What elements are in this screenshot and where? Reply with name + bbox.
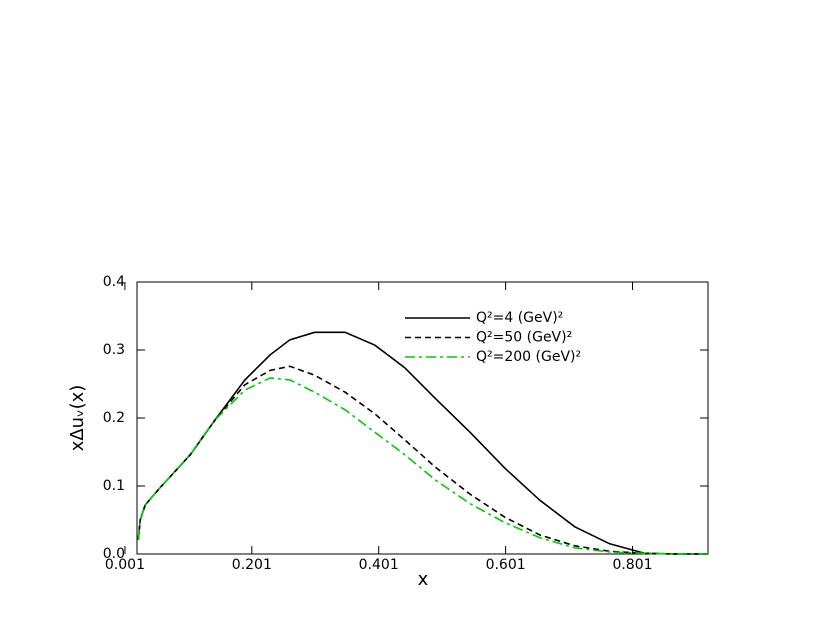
- y-tick-label: 0.3: [103, 342, 125, 358]
- y-tick-label: 0.1: [103, 478, 125, 494]
- y-axis-title: xΔuᵥ(x): [67, 385, 88, 452]
- x-tick-label: 0.601: [486, 557, 526, 573]
- x-tick-label: 0.201: [232, 557, 272, 573]
- series-line: [137, 365, 708, 555]
- x-tick-label: 0.001: [105, 557, 145, 573]
- x-tick-label: 0.401: [359, 557, 399, 573]
- x-tick-label: 0.801: [612, 557, 652, 573]
- y-tick-label: 0.0: [103, 546, 125, 562]
- series-line: [137, 377, 708, 555]
- y-tick-label: 0.2: [103, 410, 125, 426]
- legend-label: Q²=200 (GeV)²: [476, 349, 581, 365]
- plot-frame: [136, 281, 709, 555]
- legend-label: Q²=4 (GeV)²: [476, 310, 563, 326]
- legend-label: Q²=50 (GeV)²: [476, 330, 572, 346]
- y-tick-label: 0.4: [103, 274, 125, 290]
- series-line: [137, 331, 708, 555]
- x-axis-title: x: [418, 569, 429, 590]
